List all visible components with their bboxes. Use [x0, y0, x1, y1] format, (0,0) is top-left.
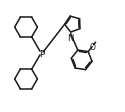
Text: P: P	[39, 49, 44, 58]
Text: N: N	[68, 34, 74, 43]
Text: O: O	[89, 43, 95, 52]
